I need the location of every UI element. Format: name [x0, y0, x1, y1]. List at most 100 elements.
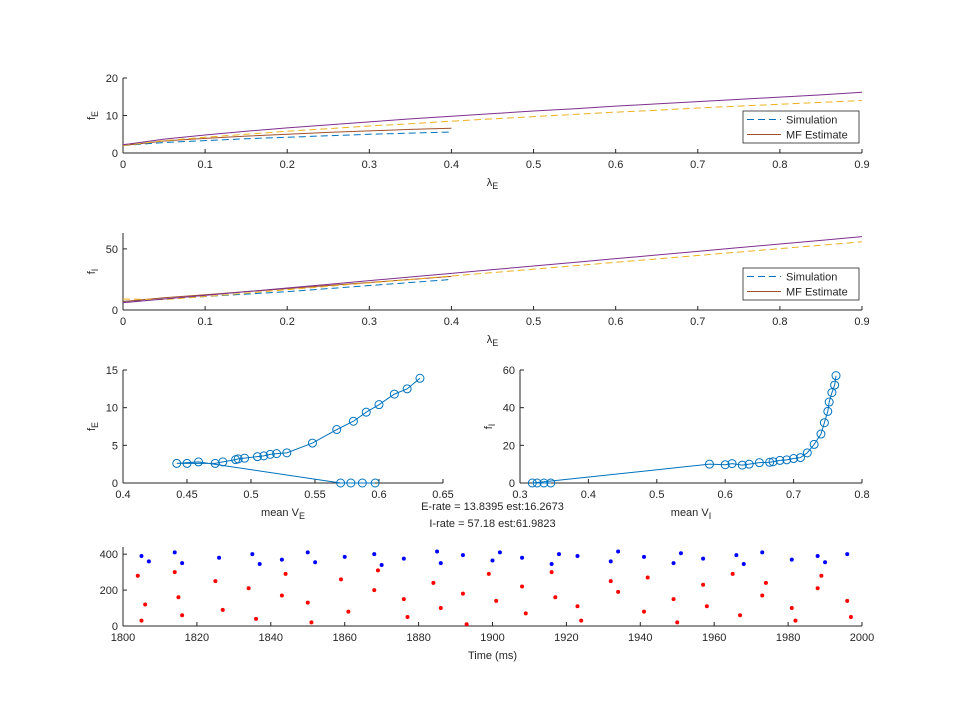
y-label: fE — [86, 422, 100, 431]
spike — [760, 550, 765, 555]
x-tick-label: 0.1 — [197, 316, 212, 328]
spike — [494, 598, 499, 603]
spike — [845, 598, 850, 603]
x-label-text: λ — [487, 334, 493, 346]
marker — [307, 438, 317, 448]
spike — [823, 560, 828, 565]
x-tick-label: 1900 — [480, 632, 504, 644]
y-tick-label: 20 — [503, 440, 515, 452]
x-tick-label: 0.65 — [432, 489, 453, 501]
spike — [760, 593, 765, 598]
marker — [527, 478, 537, 488]
x-tick-label: 0.2 — [280, 159, 295, 171]
legend-label: MF Estimate — [786, 287, 848, 299]
spike — [431, 580, 436, 585]
x-tick-label: 0.5 — [243, 489, 258, 501]
series-line — [122, 100, 863, 146]
spike — [309, 620, 314, 625]
x-tick-label: 1840 — [259, 632, 283, 644]
spike — [734, 553, 739, 558]
marker — [802, 448, 812, 458]
spike — [379, 562, 384, 567]
spike — [763, 580, 768, 585]
x-tick-label: 0.1 — [197, 159, 212, 171]
x-label: λE — [487, 334, 499, 348]
spike — [401, 597, 406, 602]
spike — [704, 604, 709, 609]
spike — [346, 609, 351, 614]
y-tick-label: 200 — [100, 585, 118, 597]
legend-label: Simulation — [786, 272, 837, 284]
spike — [460, 591, 465, 596]
spike — [213, 579, 218, 584]
x-tick-label: 1820 — [185, 632, 209, 644]
marker — [737, 460, 747, 470]
spike — [305, 550, 310, 555]
x-tick-label: 2000 — [850, 632, 874, 644]
spike — [460, 553, 465, 558]
x-tick-label: 1860 — [332, 632, 356, 644]
marker — [233, 454, 243, 464]
spike — [139, 553, 144, 558]
spike — [738, 613, 743, 618]
y-label-sub: I — [487, 424, 497, 427]
spike — [220, 607, 225, 612]
marker — [824, 397, 834, 407]
spike — [608, 559, 613, 564]
x-tick-label: 0.8 — [772, 316, 787, 328]
marker — [332, 425, 342, 435]
marker — [272, 449, 282, 459]
x-tick-label: 0.9 — [854, 316, 869, 328]
spike — [616, 549, 621, 554]
spike — [520, 584, 525, 589]
spike — [815, 553, 820, 558]
y-tick-label: 50 — [106, 244, 118, 256]
y-tick-label: 0 — [509, 478, 515, 490]
series-line — [122, 275, 452, 302]
x-tick-label: 0 — [120, 316, 126, 328]
spike — [254, 616, 259, 621]
spike — [146, 559, 151, 564]
x-tick-label: 0.4 — [581, 489, 596, 501]
marker — [546, 478, 556, 488]
series-line — [176, 377, 421, 484]
y-tick-label: 0 — [112, 305, 118, 317]
spike — [405, 615, 410, 620]
y-label-text: f — [86, 116, 98, 120]
spike — [172, 550, 177, 555]
spike — [789, 606, 794, 611]
y-tick-label: 10 — [106, 403, 118, 415]
x-tick-label: 0.7 — [786, 489, 801, 501]
spike — [641, 609, 646, 614]
spike — [641, 554, 646, 559]
marker — [816, 429, 826, 439]
spike — [741, 562, 746, 567]
x-label: λE — [487, 177, 499, 191]
spike — [372, 552, 377, 557]
spike — [372, 588, 377, 593]
marker — [415, 373, 425, 383]
spike — [730, 571, 735, 576]
spike — [815, 586, 820, 591]
marker — [402, 384, 412, 394]
marker — [282, 448, 292, 458]
spike — [549, 562, 554, 567]
marker — [789, 454, 799, 464]
y-tick-label: 0 — [112, 478, 118, 490]
marker — [720, 460, 730, 470]
spike — [435, 549, 440, 554]
spike — [313, 560, 318, 565]
marker — [744, 459, 754, 469]
y-tick-label: 0 — [112, 621, 118, 633]
x-tick-label: 0.6 — [718, 489, 733, 501]
x-label-sub: I — [709, 511, 712, 521]
marker — [357, 478, 367, 488]
spike — [217, 555, 222, 560]
spike — [172, 570, 177, 575]
spike — [789, 557, 794, 562]
y-tick-label: 20 — [106, 73, 118, 85]
y-tick-label: 10 — [106, 111, 118, 123]
x-label-text: mean V — [671, 507, 710, 519]
y-label: fI — [483, 424, 497, 430]
